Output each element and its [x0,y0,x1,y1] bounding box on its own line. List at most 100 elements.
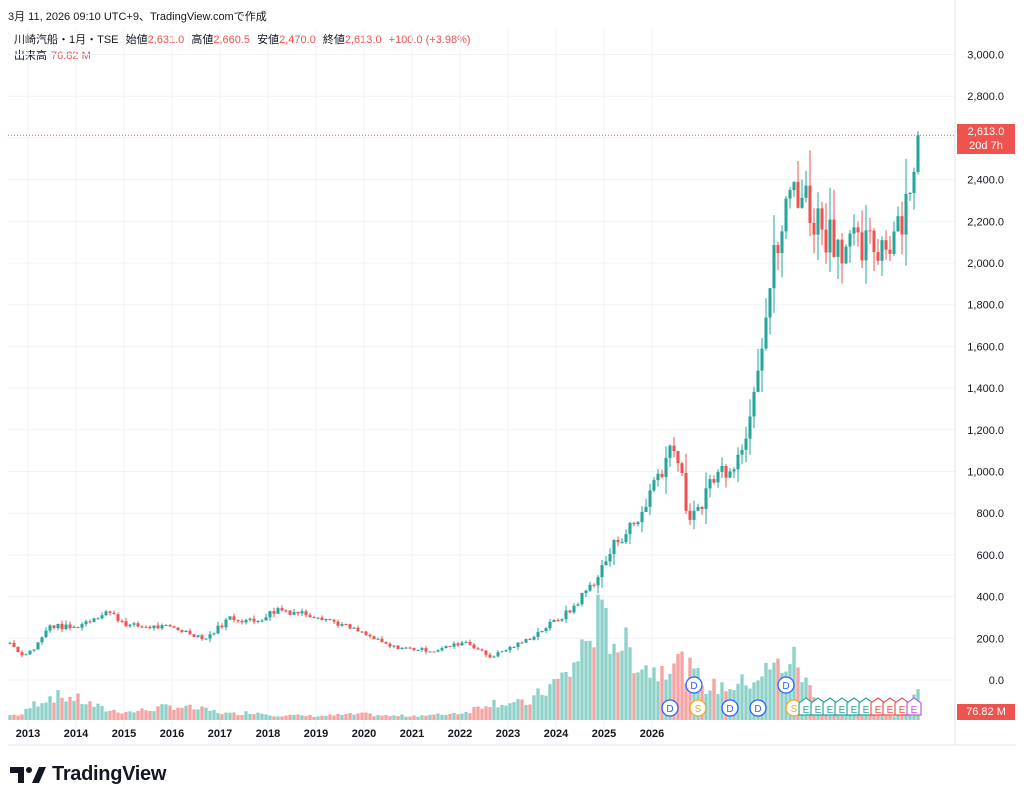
volume-bar [324,715,328,720]
candle-body [76,626,80,628]
candle-body [460,642,464,646]
volume-bar [740,674,744,720]
candle-body [536,631,540,637]
volume-bar [884,715,888,720]
candle-body [492,656,496,658]
candle-body [84,621,88,625]
candle-body [532,636,536,640]
volume-bar [348,713,352,720]
volume-bar [584,641,588,720]
volume-bar [252,714,256,720]
candle-body [440,648,444,651]
candle-body [860,232,864,261]
volume-bar [896,715,900,720]
candle-body [332,619,336,622]
candle-body [224,619,228,628]
candle-body [752,391,756,417]
volume-bar [168,705,172,720]
volume-bar [16,715,20,720]
candle-body [596,577,600,586]
tradingview-logo[interactable]: TradingView [10,763,166,786]
volume-bar [664,679,668,720]
candle-body [384,642,388,644]
volume-bar [308,714,312,720]
candle-body [120,620,124,622]
candle-body [768,288,772,318]
candle-body [776,245,780,254]
candle-body [424,648,428,652]
candle-body [40,637,44,643]
volume-bar [544,695,548,720]
candle-body [212,633,216,635]
x-tick-label: 2022 [448,728,472,740]
volume-value: 76.82 M [51,50,91,62]
candle-body [12,642,16,647]
candle-body [164,625,168,627]
volume-bar [148,710,152,720]
candle-body [552,619,556,622]
candle-body [712,479,716,483]
candle-body [656,473,660,481]
candle-body [420,648,424,650]
volume-bar [160,704,164,720]
volume-bar [336,713,340,720]
candle-body [52,625,56,629]
volume-bar [564,671,568,720]
candle-body [748,416,752,439]
volume-bar [52,702,56,720]
candle-body [576,604,580,606]
volume-bar [404,716,408,720]
volume-bar [872,714,876,720]
low-value: 2,470.0 [279,34,316,46]
volume-bar [436,713,440,720]
volume-bar [672,663,676,720]
y-tick-label: 3,000.0 [967,50,1004,62]
candle-body [404,647,408,649]
volume-bar [640,669,644,720]
volume-bar [332,715,336,720]
volume-bar [892,716,896,720]
candle-body [336,621,340,626]
volume-bar [516,699,520,720]
candle-body [196,635,200,637]
candle-body [660,473,664,478]
earnings-marker-label: E [887,705,894,716]
candle-body [628,522,632,535]
candle-body [96,618,100,620]
volume-bar [772,662,776,720]
candle-body [184,630,188,633]
volume-bar [392,715,396,720]
candle-body [620,542,624,544]
candle-body [28,650,32,655]
candle-body [500,651,504,653]
volume-bar [424,715,428,720]
close-label: 終値 [322,34,345,46]
candle-body [528,639,532,641]
close-value: 2,613.0 [344,34,382,46]
volume-bar [92,706,96,720]
volume-bar [540,694,544,720]
candle-body [464,641,468,643]
candle-body [692,510,696,520]
symbol-label[interactable]: 川崎汽船・1月・TSE [14,34,119,46]
volume-bar [56,690,60,720]
volume-bar [208,710,212,720]
candle-body [392,645,396,647]
dividend-marker [661,699,679,717]
volume-bar [468,713,472,720]
candle-body [524,639,528,643]
volume-bar [472,707,476,720]
candle-body [456,643,460,646]
candle-body [72,626,76,628]
volume-bar [548,684,552,720]
y-tick-label: 800.0 [976,508,1004,520]
candle-body [448,646,452,648]
candle-body [436,650,440,652]
volume-bar [460,713,464,720]
volume-bar [904,714,908,720]
candle-body [476,648,480,650]
candle-body [704,488,708,509]
volume-bar [284,715,288,720]
candle-body [592,584,596,586]
